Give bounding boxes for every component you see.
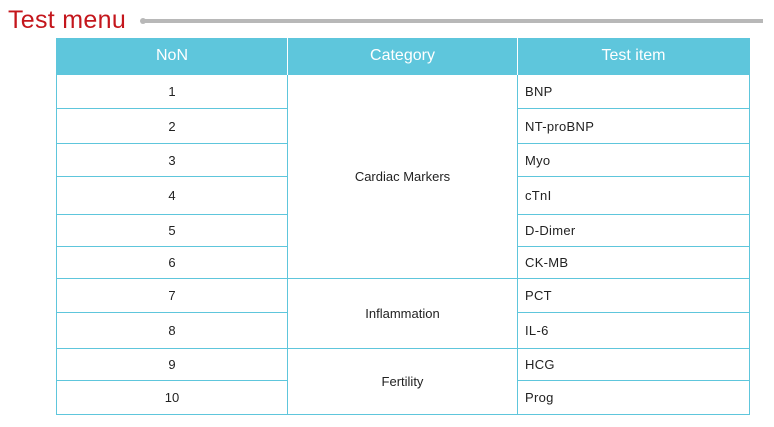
row-number: 7 — [56, 278, 288, 313]
category-cell: Inflammation — [287, 278, 518, 349]
table-row: 3 Myo — [56, 143, 750, 177]
table-row: 2 NT-proBNP — [56, 108, 750, 144]
row-number: 5 — [56, 214, 288, 247]
table-row: 1 Cardiac Markers BNP — [56, 74, 750, 279]
test-item-cell: BNP — [517, 74, 750, 109]
test-item-cell: D-Dimer — [517, 214, 750, 247]
header-row: NoN Category Test item — [56, 38, 750, 75]
title-rule-cap — [140, 18, 146, 24]
test-menu-table: NoN Category Test item 1 Cardiac Markers… — [56, 38, 750, 415]
row-number: 1 — [56, 74, 288, 109]
section-header: Test menu — [8, 3, 763, 37]
row-number: 4 — [56, 176, 288, 215]
table-body: 1 Cardiac Markers BNP 2 NT-proBNP 3 Myo … — [56, 74, 750, 415]
row-number: 10 — [56, 380, 288, 415]
category-cell: Cardiac Markers — [287, 74, 518, 279]
test-item-cell: IL-6 — [517, 312, 750, 349]
test-item-cell: Prog — [517, 380, 750, 415]
table-row: 10 Prog — [56, 380, 750, 415]
test-item-cell: HCG — [517, 348, 750, 381]
row-number: 9 — [56, 348, 288, 381]
table-row: 6 CK-MB — [56, 246, 750, 279]
table-row: 9 Fertility HCG — [56, 348, 750, 415]
row-number: 3 — [56, 143, 288, 177]
test-item-cell: CK-MB — [517, 246, 750, 279]
table-header: NoN Category Test item — [56, 38, 750, 75]
title-rule — [144, 19, 763, 23]
table-row: 8 IL-6 — [56, 312, 750, 349]
row-number: 6 — [56, 246, 288, 279]
test-item-cell: PCT — [517, 278, 750, 313]
column-header-no: NoN — [56, 38, 288, 75]
page-title: Test menu — [8, 6, 127, 34]
row-number: 8 — [56, 312, 288, 349]
category-cell: Fertility — [287, 348, 518, 415]
table-row: 7 Inflammation PCT — [56, 278, 750, 349]
test-item-cell: Myo — [517, 143, 750, 177]
column-header-category: Category — [287, 38, 518, 75]
test-item-cell: cTnI — [517, 176, 750, 215]
table-row: 4 cTnI — [56, 176, 750, 215]
row-number: 2 — [56, 108, 288, 144]
column-header-test-item: Test item — [517, 38, 750, 75]
test-item-cell: NT-proBNP — [517, 108, 750, 144]
